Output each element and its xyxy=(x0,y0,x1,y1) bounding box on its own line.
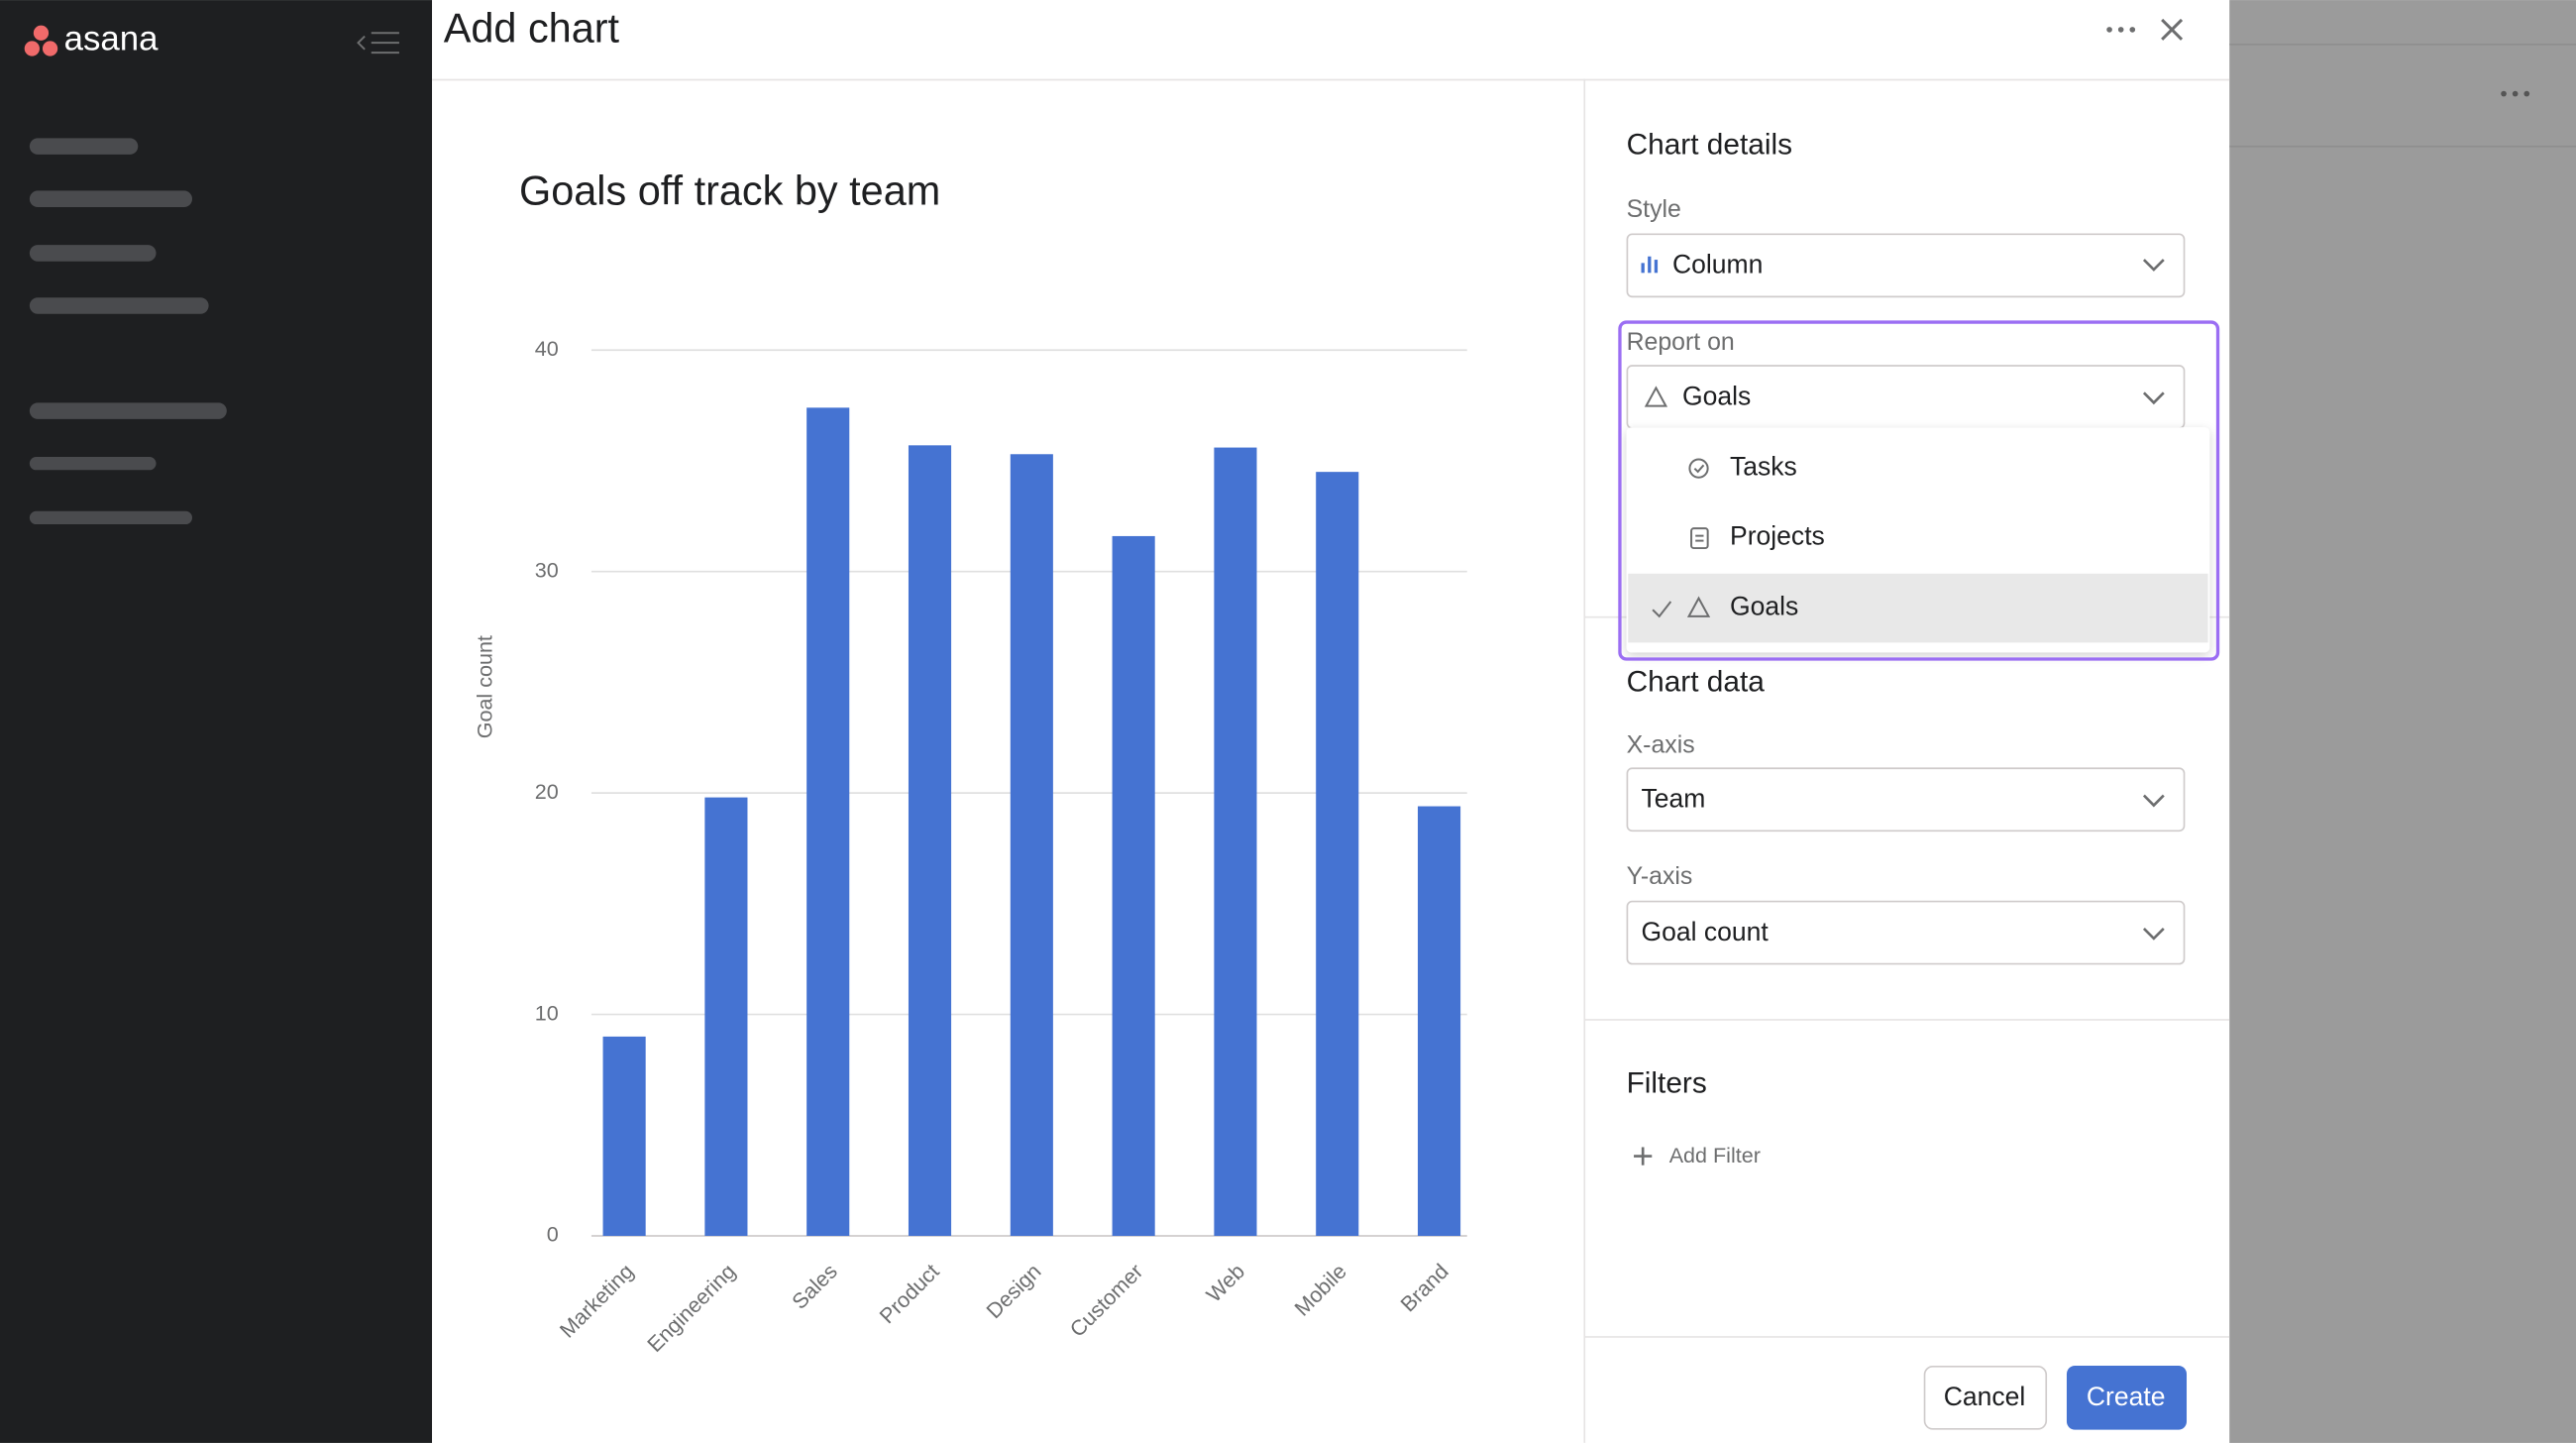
button-label: Cancel xyxy=(1944,1382,2026,1411)
select-value: Goal count xyxy=(1642,917,1770,946)
dialog-title: Add chart xyxy=(444,5,620,52)
menu-item[interactable]: Tasks xyxy=(1688,452,1797,482)
dropdown-menu: Tasks Projects Goals xyxy=(1626,427,2210,653)
logo[interactable]: asana xyxy=(24,20,159,58)
more-button[interactable] xyxy=(2106,27,2136,33)
option-label: Goals xyxy=(1730,592,1798,621)
report-on-select[interactable]: Goals xyxy=(1626,365,2186,429)
section-heading: Chart data xyxy=(1627,666,1766,699)
section-heading: Filters xyxy=(1627,1066,1707,1099)
close-button[interactable] xyxy=(2161,18,2184,41)
button-label: Create xyxy=(2087,1382,2166,1411)
backdrop-menu[interactable] xyxy=(2501,90,2530,97)
y-axis-title: Goal count xyxy=(473,635,497,738)
y-tick-label: 30 xyxy=(535,557,559,582)
bar xyxy=(1010,454,1053,1237)
field-label: Y-axis xyxy=(1627,862,1693,890)
y-tick-label: 40 xyxy=(535,336,559,361)
logo-text: asana xyxy=(64,20,159,58)
y-tick-label: 0 xyxy=(547,1222,559,1247)
y-tick-label: 10 xyxy=(535,1000,559,1025)
field-label: Style xyxy=(1627,195,1681,223)
field-label: Report on xyxy=(1627,328,1735,356)
focus-highlight xyxy=(1618,320,2220,661)
bar xyxy=(1417,806,1461,1237)
field-label: X-axis xyxy=(1627,730,1695,758)
select-value: Goals xyxy=(1682,381,1751,410)
bar xyxy=(704,797,748,1237)
create-button[interactable]: Create xyxy=(2066,1366,2188,1430)
x-axis-select[interactable]: Team xyxy=(1626,767,2186,832)
y-axis-select[interactable]: Goal count xyxy=(1626,900,2186,965)
sidebar xyxy=(0,0,433,1443)
section-heading: Chart details xyxy=(1627,129,1792,162)
collapse-icon[interactable] xyxy=(357,32,399,55)
menu-item[interactable]: Projects xyxy=(1690,520,1825,550)
menu-item-selected[interactable]: Goals xyxy=(1628,573,2208,643)
chart-title: Goals off track by team xyxy=(519,167,940,214)
bar xyxy=(1112,535,1155,1237)
nav-skeleton xyxy=(29,138,227,525)
backdrop xyxy=(2229,0,2576,1443)
chart: Goals off track by team Goal count 0 10 20… xyxy=(473,167,1467,1357)
bar xyxy=(806,407,850,1237)
bar xyxy=(908,445,952,1237)
style-select[interactable]: Column xyxy=(1626,233,2186,298)
add-filter-button[interactable]: Add Filter xyxy=(1634,1143,1761,1167)
select-value: Column xyxy=(1672,250,1763,279)
select-value: Team xyxy=(1642,784,1706,814)
bar xyxy=(602,1036,646,1237)
option-label: Tasks xyxy=(1730,452,1797,482)
bar xyxy=(1214,447,1257,1237)
bar xyxy=(1316,472,1359,1237)
y-tick-label: 20 xyxy=(535,779,559,804)
option-label: Projects xyxy=(1730,520,1825,550)
button-label: Add Filter xyxy=(1669,1143,1761,1167)
cancel-button[interactable]: Cancel xyxy=(1923,1366,2048,1430)
